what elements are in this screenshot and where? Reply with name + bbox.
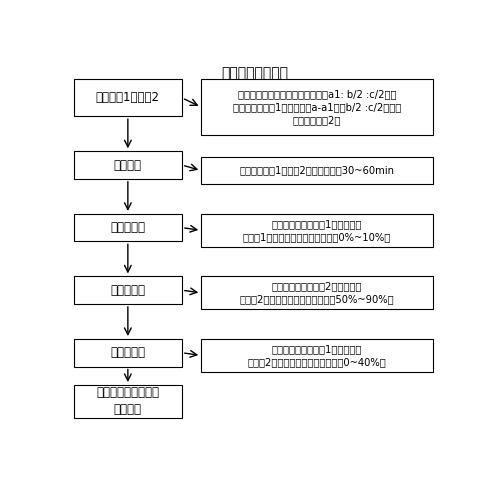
Text: 制备浆料1和浆料2: 制备浆料1和浆料2 (96, 91, 160, 104)
Text: 第二次涂布: 第二次涂布 (111, 283, 145, 297)
Text: 第三次涂布: 第三次涂布 (111, 346, 145, 359)
Text: 在铝箔表面涂布浆料2，真空干燥
（浆料2的涂覆厚度占总涂层厚度的50%~90%）: 在铝箔表面涂布浆料2，真空干燥 （浆料2的涂覆厚度占总涂层厚度的50%~90%） (240, 282, 394, 304)
FancyBboxPatch shape (201, 79, 433, 135)
Text: 活性物质、导电剂、粘结剂按比例a1: b/2 :c/2搅拌
均匀，制成浆料1，按比例（a-a1）：b/2 :c/2搅拌均
匀，制成浆料2；: 活性物质、导电剂、粘结剂按比例a1: b/2 :c/2搅拌 均匀，制成浆料1，按… (233, 89, 401, 125)
Text: 搅拌浆料: 搅拌浆料 (114, 159, 142, 172)
FancyBboxPatch shape (74, 79, 182, 116)
FancyBboxPatch shape (74, 214, 182, 241)
FancyBboxPatch shape (201, 157, 433, 185)
FancyBboxPatch shape (74, 339, 182, 367)
FancyBboxPatch shape (201, 339, 433, 372)
Text: 在铝箔表面涂布浆料1，真空干燥
（浆料1的涂覆厚度占总涂层厚度的0%~10%）: 在铝箔表面涂布浆料1，真空干燥 （浆料1的涂覆厚度占总涂层厚度的0%~10%） (243, 219, 391, 242)
FancyBboxPatch shape (74, 151, 182, 179)
Text: 制备出具有浓度梯度
的正极片: 制备出具有浓度梯度 的正极片 (96, 387, 159, 416)
Text: 在铝箔表面涂布浆料1，真空干燥
（浆料2的涂覆厚度占总涂层厚度的0~40%）: 在铝箔表面涂布浆料1，真空干燥 （浆料2的涂覆厚度占总涂层厚度的0~40%） (248, 344, 386, 367)
Text: 制备方法的流程图: 制备方法的流程图 (222, 66, 289, 81)
FancyBboxPatch shape (74, 276, 182, 304)
FancyBboxPatch shape (201, 214, 433, 247)
FancyBboxPatch shape (74, 385, 182, 418)
Text: 第一次涂布: 第一次涂布 (111, 221, 145, 234)
FancyBboxPatch shape (201, 276, 433, 309)
Text: 分别搅拌浆料1和浆料2，搅拌时间为30~60min: 分别搅拌浆料1和浆料2，搅拌时间为30~60min (240, 165, 394, 175)
